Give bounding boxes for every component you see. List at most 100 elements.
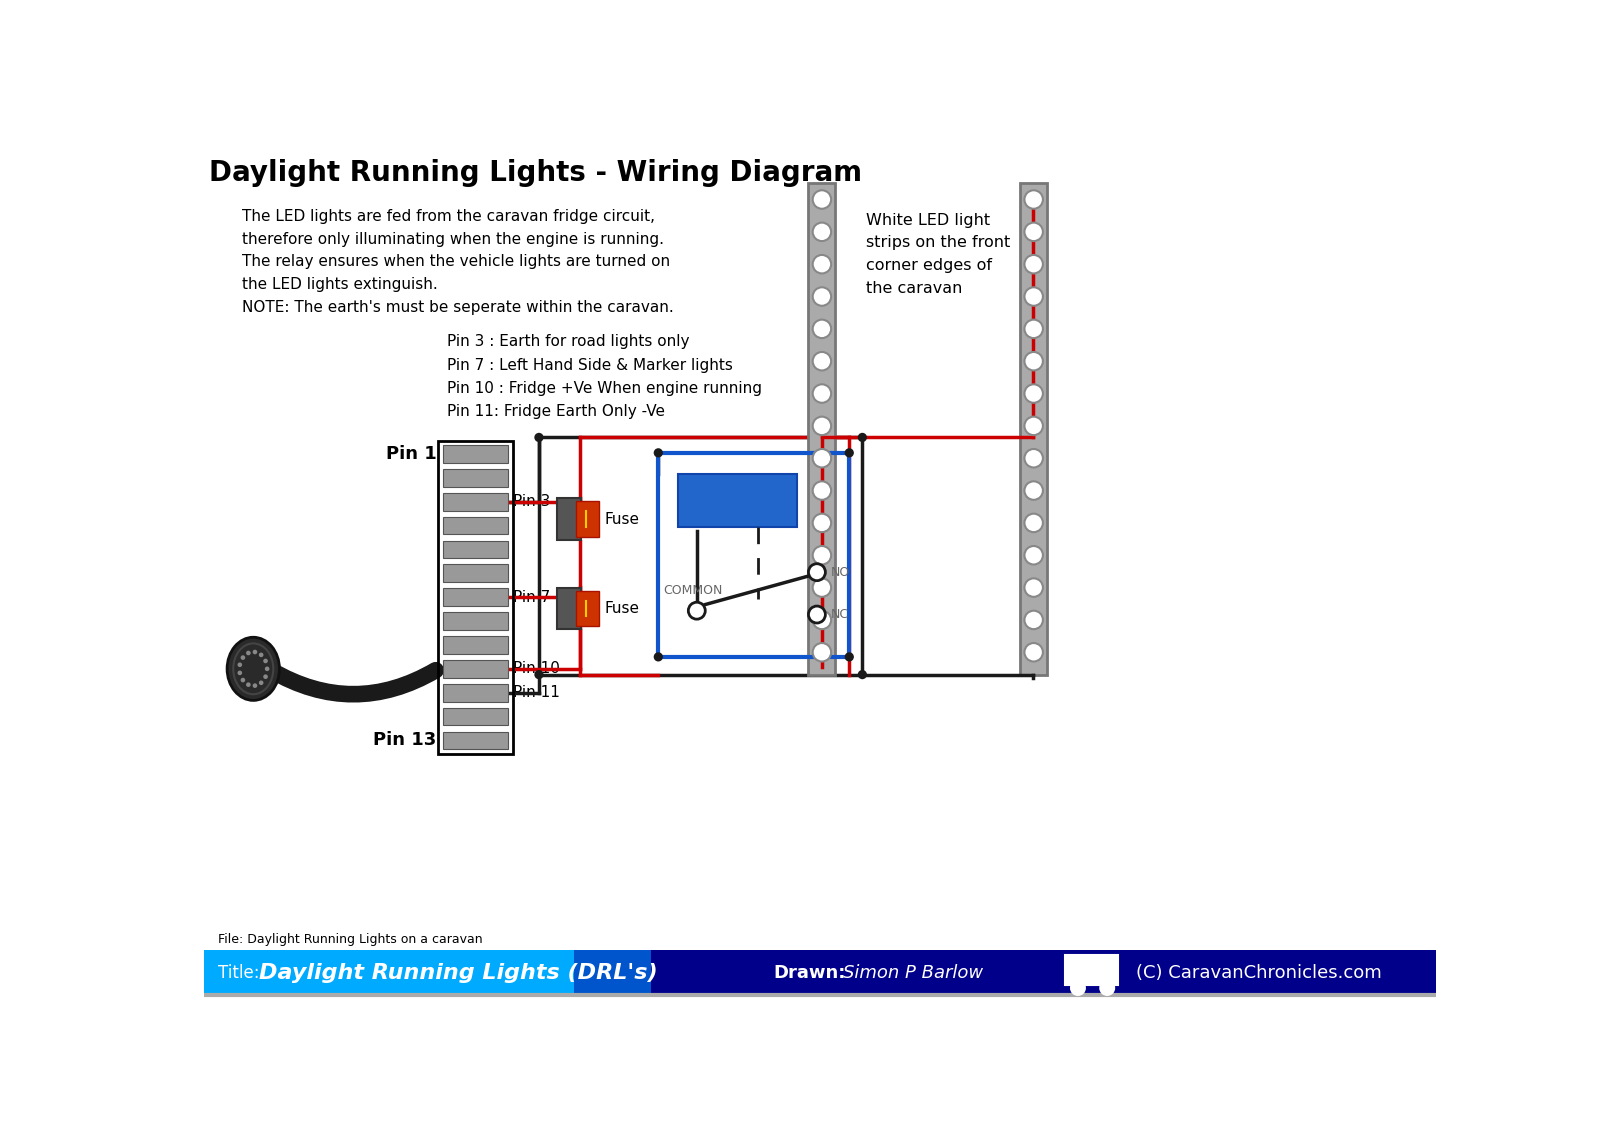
FancyBboxPatch shape (443, 589, 509, 606)
Circle shape (813, 643, 830, 661)
Circle shape (1070, 981, 1085, 994)
Circle shape (1101, 981, 1114, 994)
Circle shape (808, 606, 826, 623)
Text: NC: NC (830, 608, 850, 622)
Text: NO: NO (830, 566, 850, 579)
Text: Pin 7: Pin 7 (512, 590, 550, 605)
Circle shape (813, 287, 830, 306)
Text: File: Daylight Running Lights on a caravan: File: Daylight Running Lights on a carav… (218, 933, 483, 946)
Circle shape (240, 678, 245, 683)
Circle shape (813, 610, 830, 629)
Circle shape (845, 652, 854, 661)
Circle shape (266, 667, 269, 671)
Circle shape (1024, 287, 1043, 306)
Circle shape (1024, 320, 1043, 338)
FancyBboxPatch shape (205, 950, 651, 994)
FancyBboxPatch shape (677, 475, 797, 527)
FancyBboxPatch shape (557, 498, 581, 540)
Circle shape (1024, 384, 1043, 402)
FancyBboxPatch shape (443, 612, 509, 629)
Text: (C) CaravanChronicles.com: (C) CaravanChronicles.com (1136, 964, 1381, 982)
Text: Daylight Running Lights (DRL's): Daylight Running Lights (DRL's) (259, 963, 658, 983)
Text: Pin 3 : Earth for road lights only
Pin 7 : Left Hand Side & Marker lights
Pin 10: Pin 3 : Earth for road lights only Pin 7… (446, 334, 762, 419)
FancyBboxPatch shape (443, 540, 509, 558)
Circle shape (813, 255, 830, 273)
Circle shape (237, 670, 242, 676)
Circle shape (808, 564, 826, 581)
Text: Pin 10: Pin 10 (512, 661, 560, 677)
Circle shape (1024, 190, 1043, 209)
Text: Pin 13: Pin 13 (373, 731, 437, 749)
FancyBboxPatch shape (443, 445, 509, 463)
Circle shape (858, 433, 867, 442)
Circle shape (246, 651, 251, 655)
Circle shape (240, 655, 245, 660)
FancyBboxPatch shape (443, 707, 509, 725)
Circle shape (813, 579, 830, 597)
Text: Pin 3: Pin 3 (512, 494, 550, 510)
Circle shape (259, 652, 264, 658)
Circle shape (654, 449, 662, 458)
Circle shape (264, 659, 267, 663)
Circle shape (813, 223, 830, 241)
Circle shape (845, 449, 854, 458)
Circle shape (1024, 643, 1043, 661)
Circle shape (813, 546, 830, 565)
Circle shape (813, 384, 830, 402)
Circle shape (264, 675, 267, 679)
Text: Simon P Barlow: Simon P Barlow (843, 964, 984, 982)
FancyBboxPatch shape (576, 502, 598, 537)
Text: The LED lights are fed from the caravan fridge circuit,
therefore only illuminat: The LED lights are fed from the caravan … (243, 209, 674, 315)
Circle shape (813, 481, 830, 499)
Circle shape (813, 417, 830, 435)
Text: Pin 11: Pin 11 (512, 685, 560, 701)
Text: Drawn:: Drawn: (774, 964, 846, 982)
FancyBboxPatch shape (576, 591, 598, 626)
Circle shape (1024, 351, 1043, 371)
Circle shape (253, 684, 258, 688)
FancyBboxPatch shape (651, 950, 1437, 994)
Text: Fuse: Fuse (605, 512, 640, 527)
Circle shape (1024, 255, 1043, 273)
Circle shape (1024, 223, 1043, 241)
FancyBboxPatch shape (443, 565, 509, 582)
Text: COMMON: COMMON (664, 584, 723, 597)
FancyBboxPatch shape (443, 469, 509, 487)
Text: White LED light
strips on the front
corner edges of
the caravan: White LED light strips on the front corn… (866, 212, 1011, 296)
Text: Pin 1: Pin 1 (386, 445, 437, 463)
Circle shape (1024, 481, 1043, 499)
Circle shape (253, 650, 258, 654)
Circle shape (237, 662, 242, 667)
Circle shape (654, 652, 662, 661)
FancyBboxPatch shape (443, 731, 509, 749)
Circle shape (259, 680, 264, 685)
FancyBboxPatch shape (574, 950, 728, 994)
Circle shape (534, 433, 544, 442)
Circle shape (813, 190, 830, 209)
Circle shape (246, 683, 251, 687)
FancyBboxPatch shape (1066, 955, 1118, 985)
Text: Daylight Running Lights - Wiring Diagram: Daylight Running Lights - Wiring Diagram (208, 158, 862, 186)
Circle shape (858, 670, 867, 679)
Circle shape (1024, 579, 1043, 597)
Circle shape (1024, 449, 1043, 468)
Circle shape (1024, 610, 1043, 629)
FancyBboxPatch shape (808, 183, 835, 675)
Ellipse shape (227, 637, 280, 701)
Text: Fuse: Fuse (605, 601, 640, 616)
FancyBboxPatch shape (1021, 183, 1046, 675)
Circle shape (813, 449, 830, 468)
Circle shape (813, 514, 830, 532)
FancyBboxPatch shape (443, 660, 509, 678)
Circle shape (813, 320, 830, 338)
Circle shape (1024, 417, 1043, 435)
Circle shape (534, 670, 544, 679)
Circle shape (688, 602, 706, 619)
Text: Title:: Title: (218, 964, 259, 982)
FancyBboxPatch shape (443, 493, 509, 511)
Circle shape (1024, 546, 1043, 565)
FancyBboxPatch shape (443, 636, 509, 654)
FancyBboxPatch shape (443, 684, 509, 702)
Circle shape (813, 351, 830, 371)
Circle shape (1024, 514, 1043, 532)
